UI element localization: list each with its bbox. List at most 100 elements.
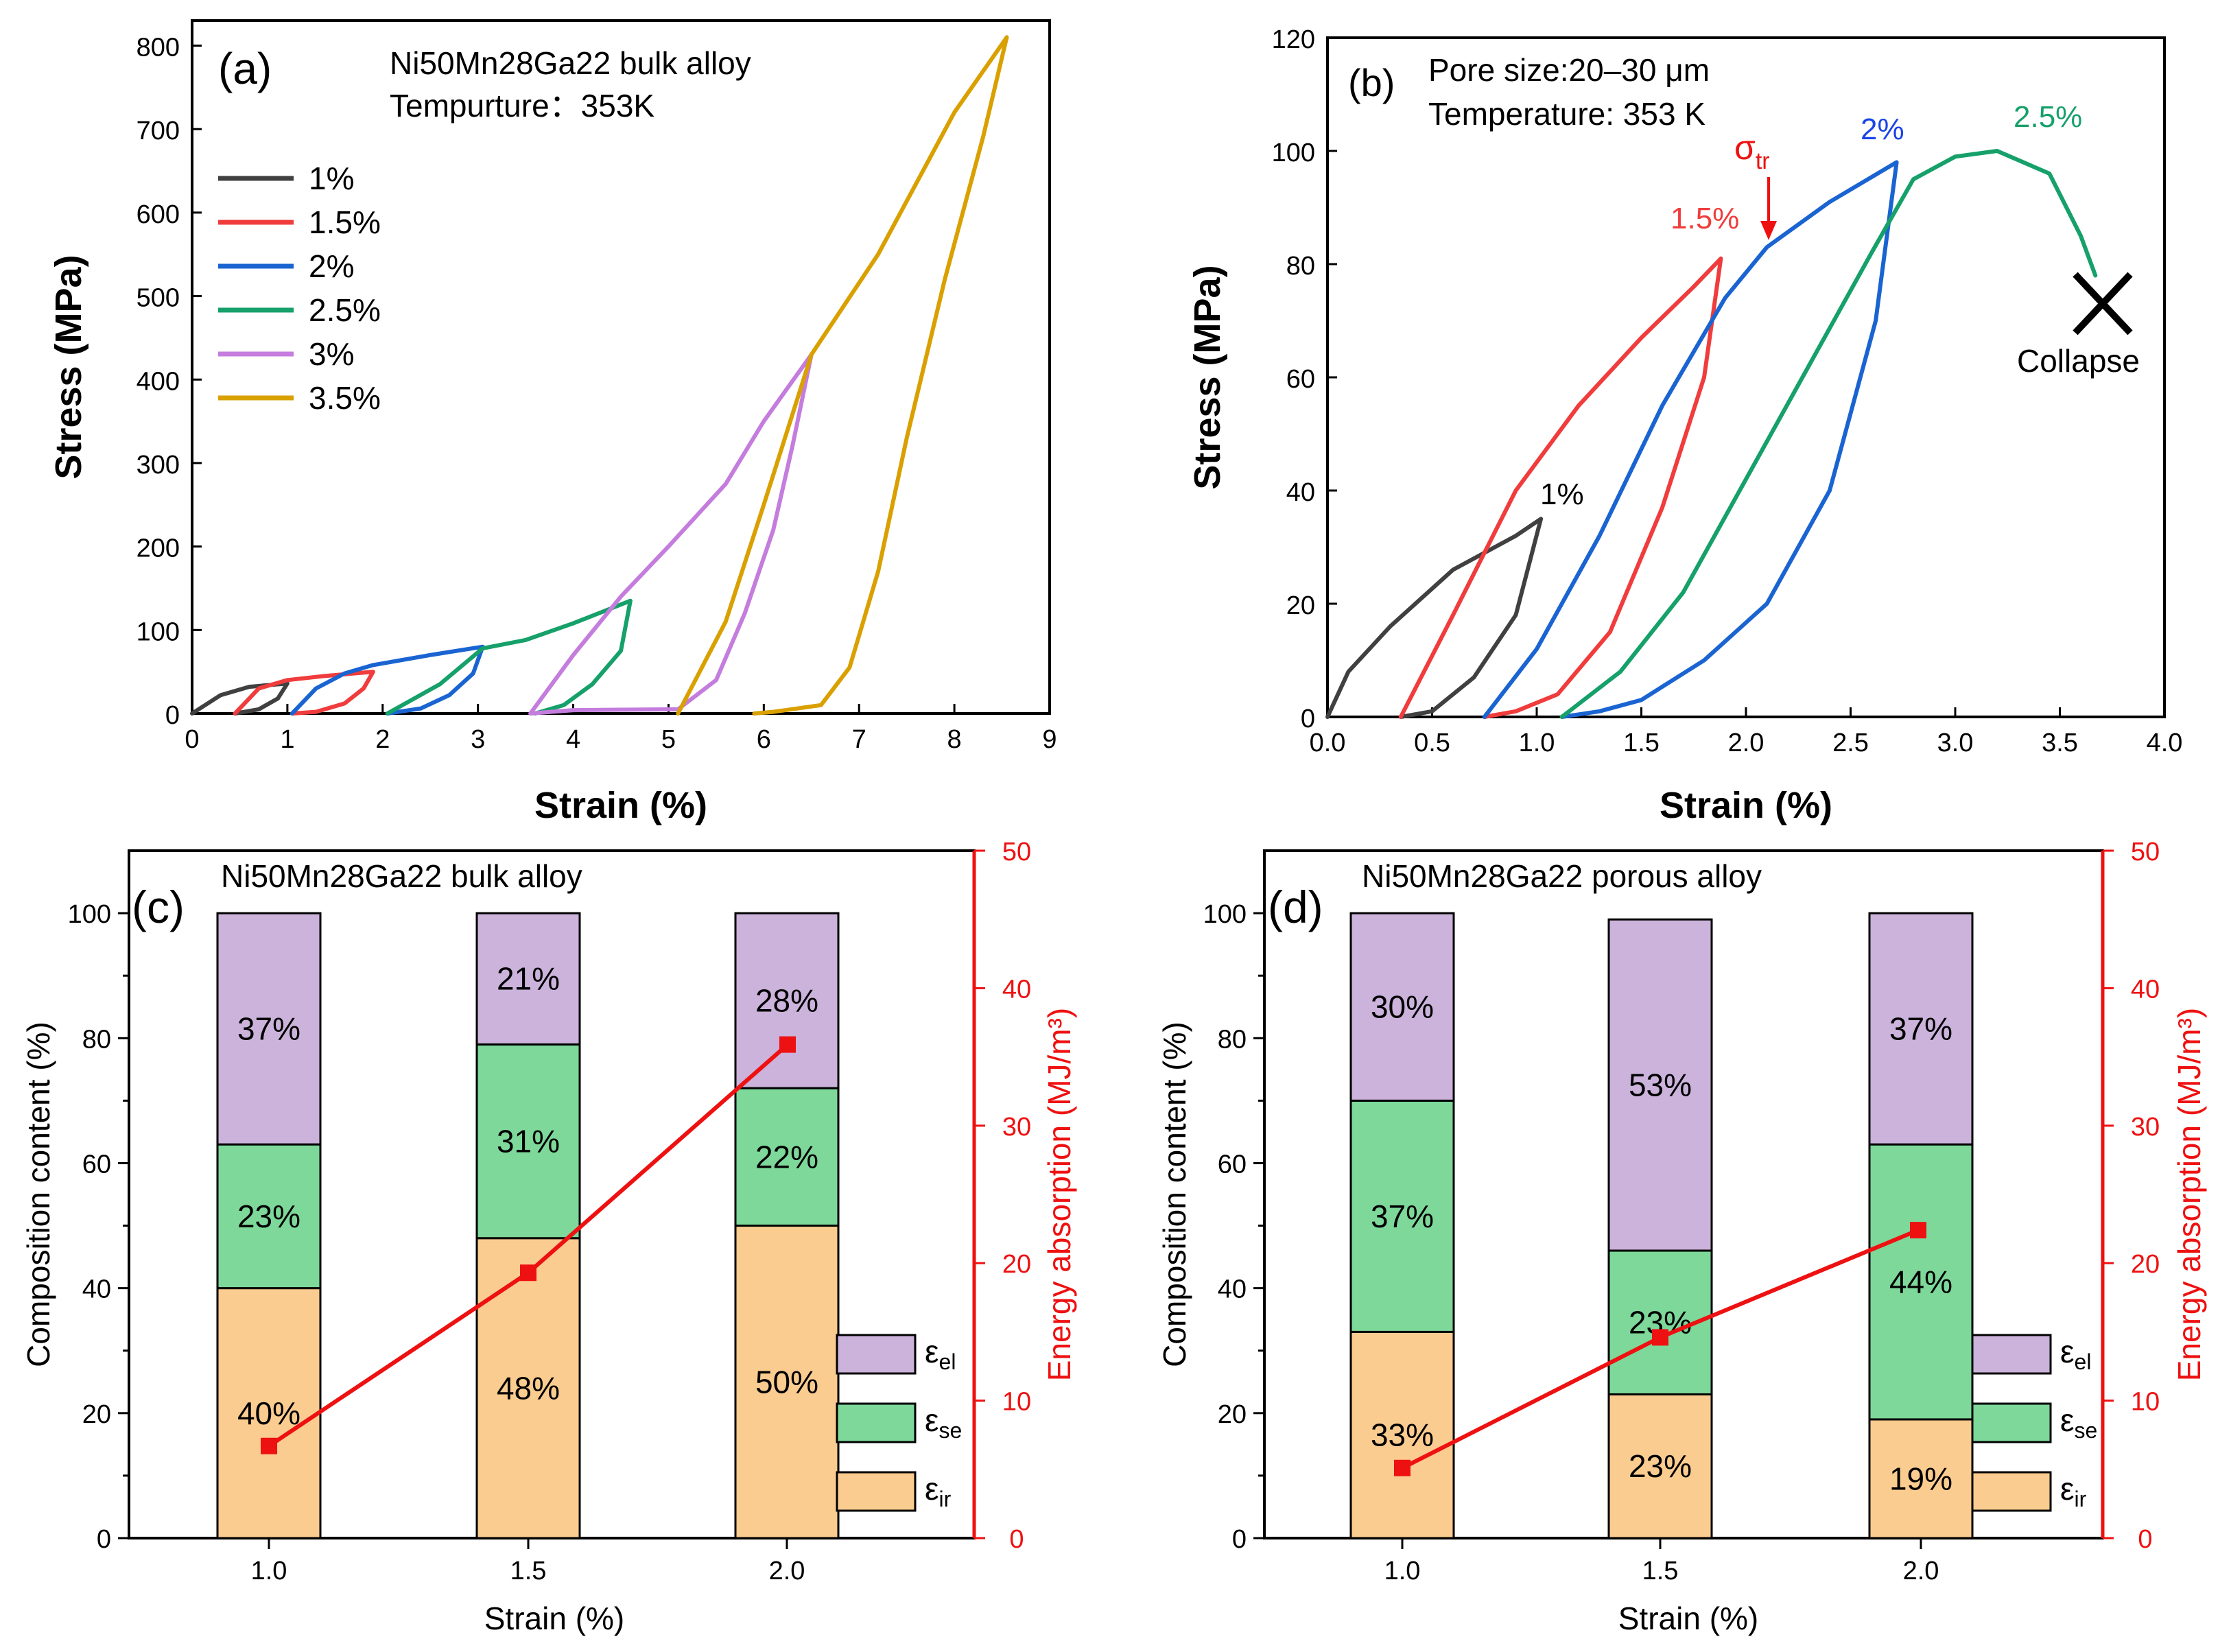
panel-d-energy-line [1394,1222,1926,1476]
panel-b-x-label: Strain (%) [1660,785,1832,826]
panel-b-y-ticks: 0 20 40 60 80 100 120 [1272,25,1337,733]
energy-point [1394,1459,1410,1476]
sigma-tr-arrow [1760,177,1777,240]
panel-d-y-right-label: Energy absorption (MJ/m³) [2171,1008,2207,1382]
series-line-2-5 [1559,149,2098,719]
x-tick-label: 1.5 [1623,729,1660,757]
x-tick-label: 8 [947,725,962,754]
bar-se-1-0 [216,1143,322,1290]
panel-a-annotation-2: Tempurture：353K [390,88,654,123]
bar-ir-2-0 [734,1225,840,1539]
y-tick-label: 500 [137,284,180,313]
panel-b-annotation-2: Temperature: 353 K [1428,96,1705,132]
y-tick-label: 400 [137,367,180,396]
y-tick-label: 80 [1218,1025,1247,1054]
y-tick-label: 20 [1286,591,1315,620]
y-tick-label: 0 [1232,1525,1247,1554]
series-line-3 [528,352,814,716]
y-tick-label: 800 [137,34,180,62]
legend-label-2-5: 2.5% [309,292,381,328]
y-right-tick-label: 0 [1009,1525,1024,1554]
y-right-tick-label: 30 [2131,1113,2160,1142]
x-tick-label: 7 [852,725,866,754]
x-tick-label: 1.0 [1519,729,1555,757]
collapse-label: Collapse [2017,343,2140,379]
bar-se-2-0 [734,1087,840,1227]
bar-se-2-0 [1868,1143,1974,1421]
bar-label-el-1-5: 21% [497,961,560,997]
legend-label-2: 2% [309,248,354,284]
bar-label-ir-1-5: 48% [497,1370,560,1406]
series-line-2-5 [385,598,633,716]
panel-c-ticks: 0 20 40 60 80 100 0 10 20 30 40 50 1.0 1.5 2.0 [68,838,1032,1585]
legend-label-3: 3% [309,336,354,372]
panel-c-label: (c) [132,882,185,932]
y-tick-label: 40 [82,1275,111,1304]
x-tick-label: 4.0 [2147,729,2183,757]
y-right-tick-label: 30 [1002,1113,1031,1142]
y-right-tick-label: 20 [1002,1250,1031,1279]
panel-b-x-ticks: 0.0 0.5 1.0 1.5 2.0 2.5 3.0 3.5 4.0 [1310,707,2183,757]
bar-label-se-2-0: 44% [1889,1264,1952,1300]
x-tick-label: 2.0 [1903,1557,1939,1585]
legend-label-ir: εir [925,1471,952,1511]
y-tick-label: 100 [1272,139,1315,167]
panel-d-ticks: 0 20 40 60 80 100 0 10 20 30 40 50 1.0 1.5 2.0 [1203,838,2160,1585]
bar-el-1-0 [216,912,322,1146]
panel-a-x-label: Strain (%) [534,785,707,826]
panel-c-y-right-label: Energy absorption (MJ/m³) [1041,1008,1077,1382]
bar-ir-2-0 [1868,1418,1974,1539]
y-tick-label: 200 [137,534,180,563]
x-tick-label: 0.0 [1310,729,1346,757]
x-tick-label: 2.0 [769,1557,805,1585]
legend-label-1-5: 1.5% [309,204,381,240]
bar-ir-1-0 [1349,1330,1455,1539]
bar-ir-1-5 [1607,1393,1713,1539]
x-tick-label: 1.5 [1642,1557,1679,1585]
y-tick-label: 0 [97,1525,111,1554]
bar-label-ir-2-0: 19% [1889,1461,1952,1496]
x-tick-label: 2.5 [1832,729,1869,757]
panel-a-legend: 1% 1.5% 2% 2.5% 3% 3.5% [218,161,381,416]
bar-label-el-2-0: 37% [1889,1011,1952,1047]
x-tick-label: 2.0 [1728,729,1764,757]
energy-point [779,1036,796,1053]
y-tick-label: 20 [1218,1400,1247,1429]
y-tick-label: 60 [1218,1150,1247,1179]
x-tick-label: 5 [661,725,676,754]
curve-label-2pct: 2% [1861,113,1904,146]
x-tick-label: 4 [566,725,580,754]
legend-swatch-ir [1971,1471,2052,1512]
y-right-tick-label: 0 [2138,1525,2152,1554]
y-right-tick-label: 20 [2131,1250,2160,1279]
panel-d: 0 20 40 60 80 100 0 10 20 30 40 50 1.0 1.5 2.0 33% 37% 3… [1157,838,2207,1636]
panel-d-label: (d) [1268,882,1323,932]
legend-label-se: εse [925,1402,962,1443]
bar-label-ir-2-0: 50% [755,1364,818,1400]
bar-label-se-2-0: 22% [755,1139,818,1175]
bar-se-1-5 [475,1043,581,1240]
x-tick-label: 9 [1042,725,1057,754]
bar-label-se-1-5: 31% [497,1124,560,1159]
x-tick-label: 3.0 [1937,729,1974,757]
panel-c-y-label: Composition content (%) [21,1022,56,1367]
panel-a-series [190,35,1009,716]
panel-b-label: (b) [1348,61,1395,104]
sigma-tr-label: σtr [1734,128,1770,174]
panel-c-bars: 40% 23% 37% 48% 31% 21% 50% 22% 28% [216,912,840,1539]
panel-c-energy-line [261,1036,796,1454]
y-tick-label: 20 [82,1400,111,1429]
x-tick-label: 6 [757,725,771,754]
panel-d-x-label: Strain (%) [1618,1601,1758,1636]
y-tick-label: 100 [137,617,180,646]
series-line-1-5 [1398,256,1723,719]
bar-label-el-1-5: 53% [1629,1067,1692,1103]
y-tick-label: 40 [1286,478,1315,507]
bar-label-ir-1-5: 23% [1629,1448,1692,1484]
y-right-tick-label: 40 [1002,975,1031,1004]
x-tick-label: 3.5 [2042,729,2078,757]
panel-d-bars: 33%37%30%23%23%53%19%44%37% [1349,912,1974,1539]
panel-a-y-label: Stress (MPa) [48,255,89,479]
y-tick-label: 120 [1272,25,1315,54]
